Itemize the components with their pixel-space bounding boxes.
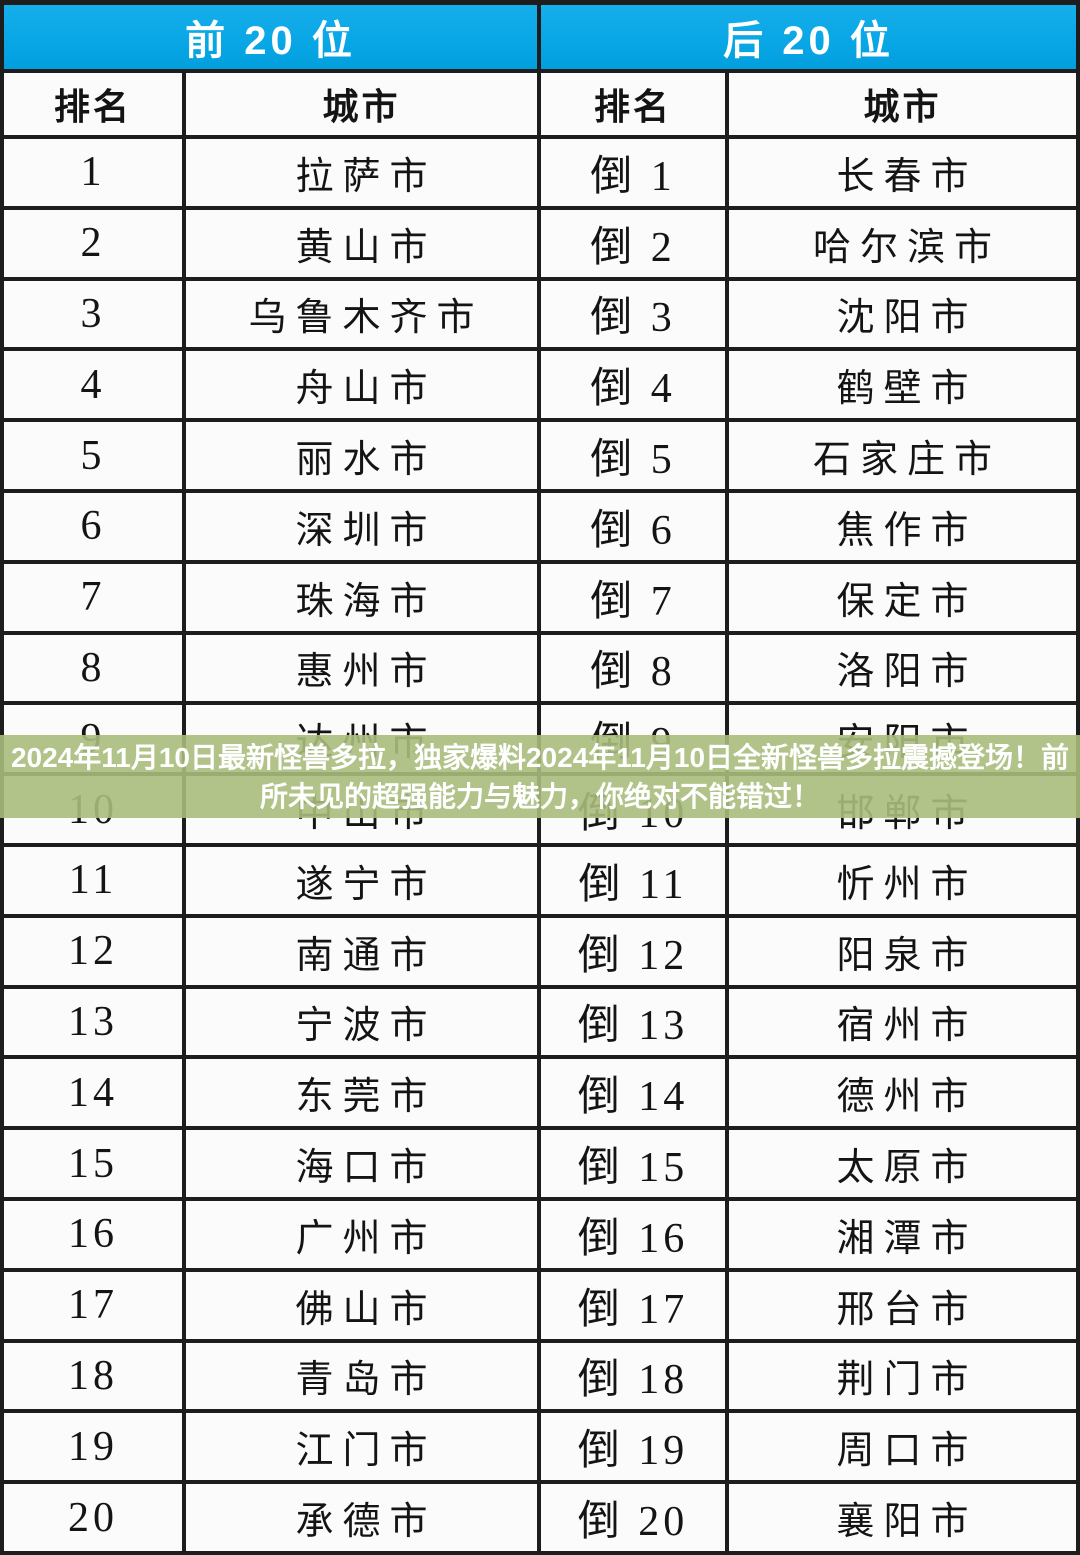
rank-cell: 2	[4, 209, 182, 277]
rank-cell: 11	[4, 847, 182, 914]
rank-cell: 3	[4, 280, 182, 348]
city-cell: 舟山市	[186, 351, 537, 419]
rank-cell: 7	[4, 563, 182, 631]
city-cell: 太原市	[729, 1130, 1076, 1197]
city-cell: 石家庄市	[729, 422, 1076, 489]
city-cell: 丽水市	[186, 422, 537, 489]
rank-cell: 倒 17	[541, 1271, 725, 1339]
city-cell: 广州市	[186, 1201, 537, 1268]
city-cell: 焦作市	[729, 493, 1076, 560]
rank-cell: 倒 19	[541, 1413, 725, 1481]
top20-title: 前 20 位	[4, 5, 537, 69]
city-cell: 鹤壁市	[729, 351, 1076, 419]
city-cell: 长春市	[729, 139, 1076, 206]
city-cell: 东莞市	[186, 1059, 537, 1127]
city-cell: 周口市	[729, 1413, 1076, 1481]
rank-cell: 倒 20	[541, 1484, 725, 1551]
city-cell: 珠海市	[186, 563, 537, 631]
rank-cell: 倒 18	[541, 1342, 725, 1410]
rank-cell: 倒 11	[541, 847, 725, 914]
city-cell: 湘潭市	[729, 1201, 1076, 1268]
rank-cell: 14	[4, 1059, 182, 1127]
city-cell: 黄山市	[186, 209, 537, 277]
rank-cell: 倒 14	[541, 1059, 725, 1127]
rank-cell: 倒 5	[541, 422, 725, 489]
rank-cell: 4	[4, 351, 182, 419]
rank-cell: 5	[4, 422, 182, 489]
rank-cell: 倒 3	[541, 280, 725, 348]
city-cell: 忻州市	[729, 847, 1076, 914]
rank-cell: 17	[4, 1271, 182, 1339]
seo-banner-line-1: 2024年11月10日最新怪兽多拉，独家爆料2024年11月10日全新怪兽多拉震…	[10, 741, 1070, 773]
top20-city-header: 城市	[186, 73, 537, 135]
city-cell: 拉萨市	[186, 139, 537, 206]
rank-cell: 倒 1	[541, 139, 725, 206]
city-cell: 邢台市	[729, 1271, 1076, 1339]
city-cell: 承德市	[186, 1484, 537, 1551]
rank-cell: 倒 2	[541, 209, 725, 277]
rank-cell: 19	[4, 1413, 182, 1481]
rank-cell: 倒 15	[541, 1130, 725, 1197]
rank-cell: 18	[4, 1342, 182, 1410]
city-cell: 佛山市	[186, 1271, 537, 1339]
city-cell: 沈阳市	[729, 280, 1076, 348]
city-cell: 保定市	[729, 563, 1076, 631]
city-cell: 阳泉市	[729, 917, 1076, 985]
rank-cell: 8	[4, 634, 182, 702]
rank-cell: 倒 4	[541, 351, 725, 419]
bottom20-rank-header: 排名	[541, 73, 725, 135]
city-cell: 江门市	[186, 1413, 537, 1481]
bottom20-title: 后 20 位	[541, 5, 1076, 69]
top20-rank-header: 排名	[4, 73, 182, 135]
rank-cell: 15	[4, 1130, 182, 1197]
rank-cell: 13	[4, 988, 182, 1056]
rank-cell: 倒 16	[541, 1201, 725, 1268]
rank-cell: 倒 13	[541, 988, 725, 1056]
rank-cell: 倒 8	[541, 634, 725, 702]
rank-cell: 倒 12	[541, 917, 725, 985]
city-cell: 哈尔滨市	[729, 209, 1076, 277]
city-cell: 宁波市	[186, 988, 537, 1056]
city-cell: 海口市	[186, 1130, 537, 1197]
city-cell: 洛阳市	[729, 634, 1076, 702]
rank-cell: 20	[4, 1484, 182, 1551]
bottom20-city-header: 城市	[729, 73, 1076, 135]
city-cell: 襄阳市	[729, 1484, 1076, 1551]
city-cell: 荆门市	[729, 1342, 1076, 1410]
rank-cell: 16	[4, 1201, 182, 1268]
seo-banner-line-2: 所未见的超强能力与魅力，你绝对不能错过！	[259, 780, 820, 812]
city-cell: 惠州市	[186, 634, 537, 702]
city-cell: 宿州市	[729, 988, 1076, 1056]
rank-cell: 1	[4, 139, 182, 206]
rank-cell: 倒 7	[541, 563, 725, 631]
city-cell: 德州市	[729, 1059, 1076, 1127]
rank-cell: 6	[4, 493, 182, 560]
seo-text-banner: 2024年11月10日最新怪兽多拉，独家爆料2024年11月10日全新怪兽多拉震…	[0, 735, 1080, 818]
rank-cell: 12	[4, 917, 182, 985]
city-cell: 青岛市	[186, 1342, 537, 1410]
city-cell: 深圳市	[186, 493, 537, 560]
city-cell: 南通市	[186, 917, 537, 985]
city-cell: 乌鲁木齐市	[186, 280, 537, 348]
city-cell: 遂宁市	[186, 847, 537, 914]
rank-cell: 倒 6	[541, 493, 725, 560]
